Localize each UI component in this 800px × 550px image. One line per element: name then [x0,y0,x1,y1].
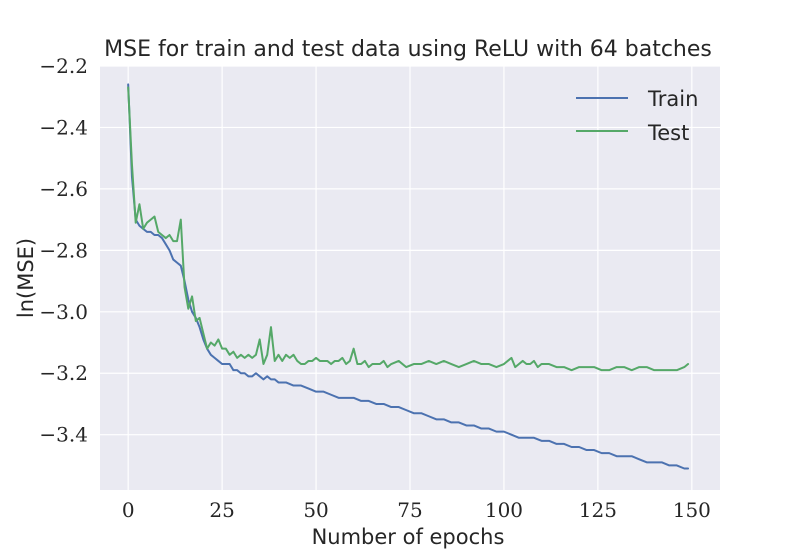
x-tick-label: 150 [673,498,711,522]
y-tick-label: −2.8 [39,238,88,262]
y-tick-label: −2.4 [39,115,88,139]
series-line-test [127,86,690,372]
x-tick-label: 0 [122,498,135,522]
x-axis-label: Number of epochs [312,525,505,549]
grid [100,65,720,490]
y-tick-label: −2.2 [39,54,88,78]
x-tick-label: 125 [579,498,617,522]
y-tick-label: −3.2 [39,361,88,385]
y-tick-label: −3.0 [39,300,88,324]
series-line-train [127,83,690,470]
x-tick-label: 100 [485,498,523,522]
series-group [127,83,690,470]
y-axis-label: ln(MSE) [14,238,38,318]
legend: Train Test [576,87,698,145]
x-tick-label: 25 [209,498,234,522]
chart-title: MSE for train and test data using ReLU w… [104,37,712,62]
y-tick-label: −3.4 [39,423,88,447]
tick-labels: 0 25 50 75 100 125 150 −2.2 −2.4 −2.6 −2.8 −3.0 −3.2… [39,54,710,522]
legend-train-label: Train [647,87,698,111]
y-tick-label: −2.6 [39,177,88,201]
legend-test-label: Test [647,121,689,145]
x-tick-label: 75 [397,498,422,522]
x-tick-label: 50 [303,498,328,522]
